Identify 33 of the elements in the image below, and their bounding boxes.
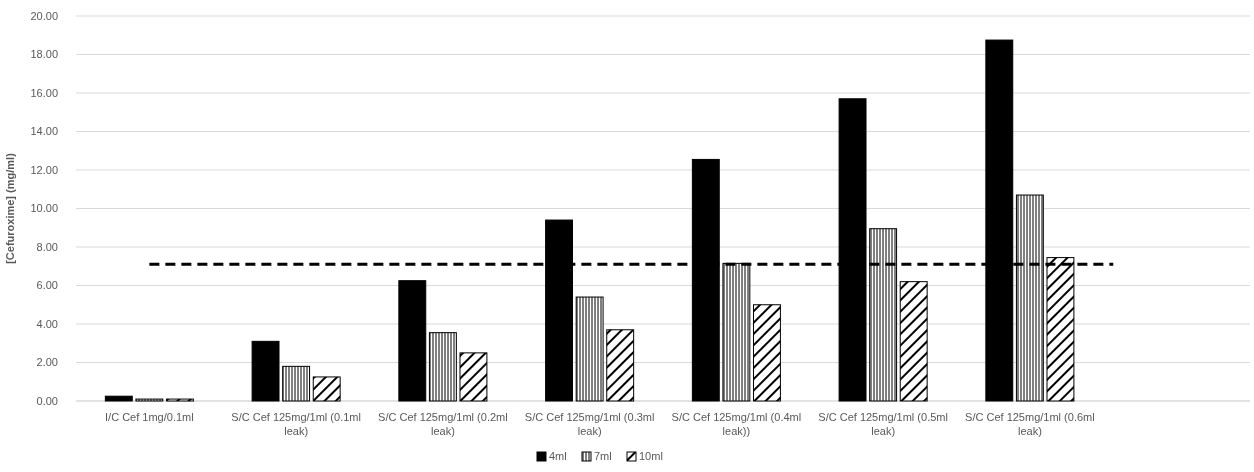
y-tick-label: 2.00 [36, 356, 58, 369]
x-tick-label: S/C Cef 125mg/1ml (0.5ml leak) [818, 411, 948, 437]
x-tick-label: S/C Cef 125mg/1ml (0.6ml leak) [965, 411, 1095, 437]
x-tick-label: I/C Cef 1mg/0.1ml [105, 411, 194, 423]
bar [606, 329, 635, 402]
x-tick-label: S/C Cef 125mg/1ml (0.2ml leak) [378, 411, 508, 437]
bar [312, 376, 341, 402]
y-tick-label: 6.00 [36, 279, 58, 292]
y-tick-label: 8.00 [36, 240, 58, 253]
x-tick-label: S/C Cef 125mg/1ml (0.1ml leak) [231, 411, 361, 437]
bar [398, 280, 427, 402]
y-tick-label: 16.00 [30, 86, 58, 99]
y-axis-title: [Cefuroxime] (mg/ml) [4, 152, 16, 264]
y-tick-label: 20.00 [30, 9, 58, 22]
y-tick-label: 10.00 [30, 202, 58, 215]
y-tick-label: 0.00 [36, 394, 58, 407]
bar [575, 296, 604, 402]
bar [753, 304, 781, 402]
legend-label: 4ml [549, 450, 567, 462]
y-tick-label: 12.00 [30, 163, 58, 176]
bar [428, 332, 457, 402]
bar [251, 340, 280, 402]
y-tick-label: 18.00 [30, 48, 58, 61]
y-tick-label: 14.00 [30, 125, 58, 138]
legend-label: 7ml [594, 450, 612, 462]
bar [104, 395, 133, 402]
y-tick-label: 4.00 [36, 317, 58, 330]
bar [282, 365, 311, 402]
x-tick-label: S/C Cef 125mg/1ml (0.3ml leak) [524, 411, 655, 437]
bar [899, 281, 928, 402]
legend-label: 10ml [639, 450, 663, 462]
x-tick-label: S/C Cef 125mg/1ml (0.4ml leak)) [671, 411, 802, 437]
bar [459, 352, 488, 402]
